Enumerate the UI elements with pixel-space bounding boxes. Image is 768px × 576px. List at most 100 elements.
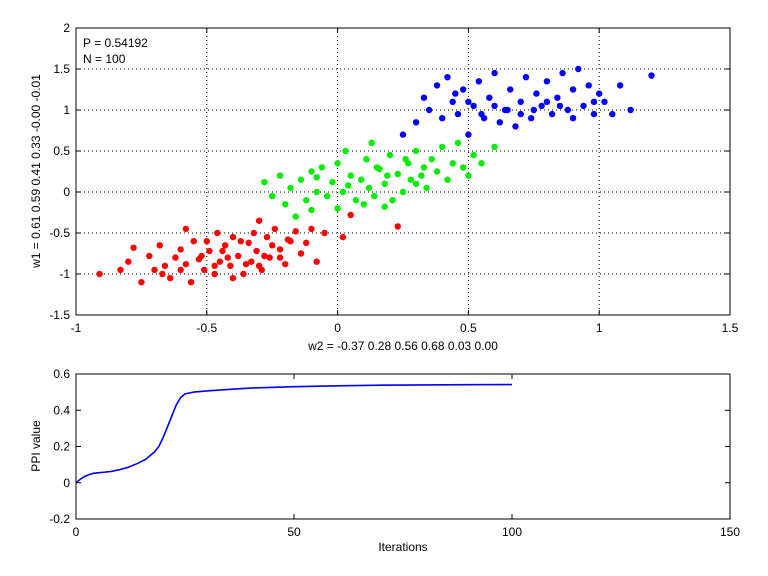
scatter-point <box>452 90 459 97</box>
ppi-series-line <box>75 383 513 484</box>
scatter-point <box>454 110 462 118</box>
scatter-point <box>386 151 394 159</box>
scatter-point <box>303 239 310 247</box>
scatter-point <box>569 115 577 122</box>
scatter-point <box>329 178 336 186</box>
scatter-point <box>360 201 367 208</box>
x-tick-label: 1.5 <box>722 321 739 335</box>
scatter-plot-frame <box>75 27 731 316</box>
scatter-point <box>240 270 247 278</box>
scatter-point <box>454 139 462 146</box>
x-tick-label: 50 <box>287 525 301 539</box>
scatter-point <box>282 260 289 268</box>
scatter-point <box>423 184 430 192</box>
x-tick-label: 0 <box>334 321 341 335</box>
y-tick-label: -0.5 <box>49 226 70 240</box>
scatter-point <box>439 115 446 122</box>
scatter-point <box>248 258 255 265</box>
scatter-point <box>303 197 310 204</box>
scatter-points <box>96 65 655 286</box>
scatter-point <box>486 94 493 101</box>
scatter-point <box>517 110 524 118</box>
y-tick-label: 0.5 <box>53 144 70 158</box>
scatter-point <box>177 266 184 274</box>
scatter-point <box>221 242 229 249</box>
line-y-axis-label: PPI value <box>29 420 43 472</box>
scatter-point <box>284 236 292 243</box>
y-tick-label: 1.5 <box>53 62 70 76</box>
scatter-point <box>187 279 195 286</box>
scatter-point <box>478 160 485 167</box>
scatter-point <box>318 164 326 171</box>
scatter-point <box>321 229 328 237</box>
scatter-point <box>200 266 208 274</box>
scatter-plot-area <box>76 28 730 315</box>
scatter-point <box>449 98 456 106</box>
scatter-point <box>308 206 315 214</box>
line-x-axis-label: Iterations <box>378 540 427 554</box>
scatter-point <box>271 225 279 233</box>
scatter-point <box>399 188 407 196</box>
scatter-point <box>496 119 503 126</box>
scatter-point <box>339 233 347 241</box>
y-tick-label: 1 <box>63 103 70 117</box>
scatter-point <box>507 86 514 93</box>
scatter-point <box>527 115 535 122</box>
scatter-point <box>616 82 624 89</box>
y-tick-label: 0 <box>63 185 70 199</box>
scatter-point <box>182 260 190 268</box>
scatter-plot: -1 -0.5 0 0.5 1 1.5-1.5-1-0.500.511.52 P = 0.… <box>29 21 739 353</box>
scatter-point <box>365 184 373 192</box>
scatter-point <box>96 270 103 278</box>
scatter-point <box>444 74 451 81</box>
scatter-point <box>478 110 485 118</box>
x-tick-label: 150 <box>720 525 740 539</box>
scatter-ticks: -1 -0.5 0 0.5 1 1.5-1.5-1-0.500.511.52 <box>49 21 738 335</box>
scatter-point <box>159 270 166 278</box>
scatter-point <box>449 160 456 167</box>
scatter-point <box>138 279 145 286</box>
scatter-point <box>323 192 331 200</box>
y-tick-label: -0.2 <box>49 512 70 526</box>
scatter-point <box>219 247 226 255</box>
scatter-point <box>227 262 234 269</box>
scatter-point <box>269 192 276 200</box>
scatter-point <box>172 254 179 261</box>
scatter-point <box>543 98 551 106</box>
scatter-point <box>297 250 305 257</box>
scatter-point <box>585 82 592 89</box>
y-tick-label: 0.6 <box>53 367 70 381</box>
scatter-point <box>261 178 268 186</box>
y-tick-label: 0.2 <box>53 440 70 454</box>
x-tick-label: 1 <box>596 321 603 335</box>
scatter-point <box>433 168 441 175</box>
scatter-point <box>543 78 551 85</box>
scatter-point <box>211 270 218 278</box>
scatter-point <box>394 223 401 230</box>
scatter-point <box>198 252 205 260</box>
line-plot: 0 50 100 150-0.200.20.40.6 Iterations PPI v… <box>29 367 740 554</box>
line-plot-area <box>76 374 730 519</box>
x-tick-label: -1 <box>71 321 82 335</box>
scatter-point <box>491 102 498 110</box>
scatter-point <box>559 69 566 77</box>
scatter-point <box>242 260 250 268</box>
scatter-point <box>420 164 428 171</box>
scatter-point <box>439 143 446 151</box>
scatter-point <box>470 151 477 159</box>
scatter-point <box>522 74 530 81</box>
scatter-point <box>412 147 420 155</box>
annotation-p: P = 0.54192 <box>83 36 148 50</box>
scatter-point <box>297 176 305 183</box>
scatter-point <box>237 238 245 245</box>
scatter-point <box>245 239 252 247</box>
scatter-point <box>347 172 354 179</box>
scatter-point <box>517 98 524 106</box>
scatter-point <box>234 252 242 260</box>
y-tick-label: -1.5 <box>49 308 70 322</box>
scatter-point <box>177 246 184 253</box>
scatter-point <box>538 102 545 110</box>
scatter-point <box>590 98 598 106</box>
scatter-point <box>313 258 320 265</box>
y-tick-label: 0.4 <box>53 403 70 417</box>
